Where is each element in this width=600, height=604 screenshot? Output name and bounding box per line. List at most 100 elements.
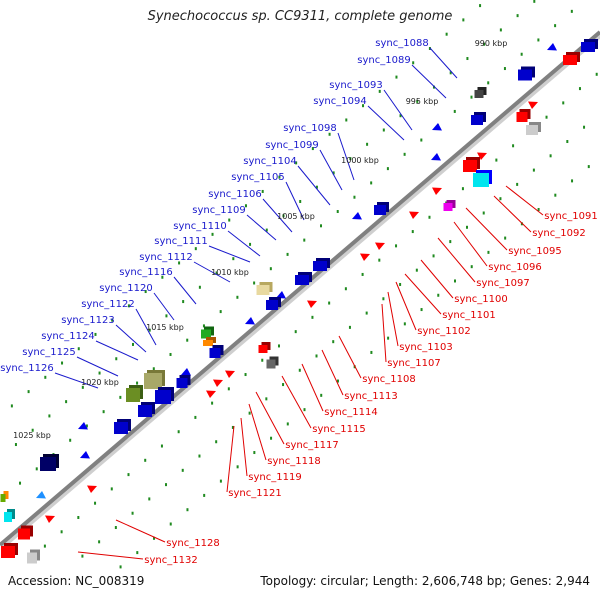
- track-dot: [487, 81, 490, 85]
- leader-line: [193, 261, 231, 283]
- gene-arrow: [45, 515, 55, 523]
- gene-arrow: [477, 152, 487, 160]
- track-dot: [495, 158, 498, 162]
- track-dot: [127, 473, 130, 477]
- track-dot: [119, 565, 122, 569]
- leader-line: [381, 303, 387, 363]
- gene-box: [0, 494, 6, 502]
- track-dot: [198, 454, 201, 458]
- track-dot: [395, 244, 398, 248]
- gene-box: [563, 55, 577, 65]
- track-dot: [479, 4, 482, 8]
- track-dot: [236, 295, 239, 299]
- track-dot: [520, 52, 523, 56]
- track-dot: [77, 347, 80, 351]
- track-dot: [361, 272, 364, 276]
- track-dot: [227, 387, 230, 391]
- gene-label-sync_1122: sync_1122: [81, 299, 134, 310]
- track-dot: [165, 314, 168, 318]
- track-dot: [365, 311, 368, 315]
- track-dot: [311, 147, 314, 151]
- track-dot: [61, 361, 64, 365]
- leader-line: [297, 165, 331, 206]
- track-dot: [186, 508, 189, 512]
- track-dot: [432, 254, 435, 258]
- track-dot: [332, 340, 335, 344]
- track-dot: [31, 428, 34, 432]
- gene-label-sync_1119: sync_1119: [248, 472, 301, 483]
- track-dot: [370, 350, 373, 354]
- gene-arrow: [80, 451, 90, 459]
- label-leader-lines: [54, 47, 544, 560]
- track-dot: [516, 182, 519, 186]
- gene-label-sync_1106: sync_1106: [208, 189, 261, 200]
- leader-line: [337, 132, 355, 181]
- track-dot: [303, 238, 306, 242]
- track-dot: [420, 138, 423, 142]
- track-dot: [348, 325, 351, 329]
- track-dot: [537, 38, 540, 42]
- track-dot: [153, 536, 156, 540]
- track-dot: [169, 522, 172, 526]
- track-dot: [386, 167, 389, 171]
- gene-label-sync_1109: sync_1109: [192, 205, 245, 216]
- track-dot: [144, 290, 147, 294]
- gene-box: [526, 125, 538, 135]
- track-dot: [85, 424, 88, 428]
- gene-box: [474, 90, 484, 98]
- gene-label-sync_1099: sync_1099: [265, 140, 318, 151]
- gene-label-sync_1088: sync_1088: [375, 38, 428, 49]
- track-dot: [169, 352, 172, 356]
- track-dot: [194, 247, 197, 251]
- track-dot: [320, 393, 323, 397]
- track-dot: [110, 487, 113, 491]
- gene-features: [0, 39, 598, 564]
- track-dot: [353, 195, 356, 199]
- track-dot: [320, 224, 323, 228]
- track-dot: [27, 390, 30, 394]
- track-dot: [395, 75, 398, 79]
- track-dot: [562, 101, 565, 105]
- gene-box: [516, 112, 528, 122]
- track-dot: [148, 497, 151, 501]
- track-dot: [131, 511, 134, 515]
- track-dot: [311, 315, 314, 319]
- track-dot: [228, 218, 231, 222]
- gene-arrow: [352, 212, 362, 220]
- gene-box: [176, 378, 188, 388]
- leader-line: [240, 417, 248, 477]
- track-dot: [315, 354, 318, 358]
- tick-label: 1000 kbp: [341, 156, 379, 165]
- gene-label-sync_1108: sync_1108: [362, 374, 415, 385]
- track-dot: [328, 301, 331, 305]
- backbone-shadow: [0, 32, 600, 549]
- track-dot: [503, 67, 506, 71]
- gene-arrow: [547, 43, 557, 51]
- gene-box: [473, 173, 489, 187]
- leader-line: [505, 185, 544, 216]
- gene-arrow: [87, 485, 97, 493]
- tick-label: 1010 kbp: [211, 268, 249, 277]
- leader-line: [173, 276, 197, 305]
- tick-label: 1015 kbp: [146, 323, 184, 332]
- track-dot: [94, 501, 97, 505]
- track-dot: [286, 422, 289, 426]
- track-dot: [165, 483, 168, 487]
- track-dot: [161, 275, 164, 279]
- gene-box: [374, 205, 386, 215]
- leader-line: [367, 105, 405, 141]
- gene-label-sync_1107: sync_1107: [387, 358, 440, 369]
- gene-label-sync_1114: sync_1114: [324, 407, 377, 418]
- gene-arrow: [528, 101, 538, 109]
- track-dot: [516, 14, 519, 18]
- track-dot: [69, 438, 72, 442]
- leader-line: [255, 391, 285, 445]
- gene-label-sync_1111: sync_1111: [154, 236, 207, 247]
- gene-label-sync_1126: sync_1126: [0, 363, 53, 374]
- gene-label-sync_1117: sync_1117: [285, 440, 338, 451]
- track-dot: [583, 125, 586, 129]
- gene-label-sync_1132: sync_1132: [144, 555, 197, 566]
- map-title: Synechococcus sp. CC9311, complete genom…: [147, 9, 453, 24]
- track-dot: [428, 215, 431, 219]
